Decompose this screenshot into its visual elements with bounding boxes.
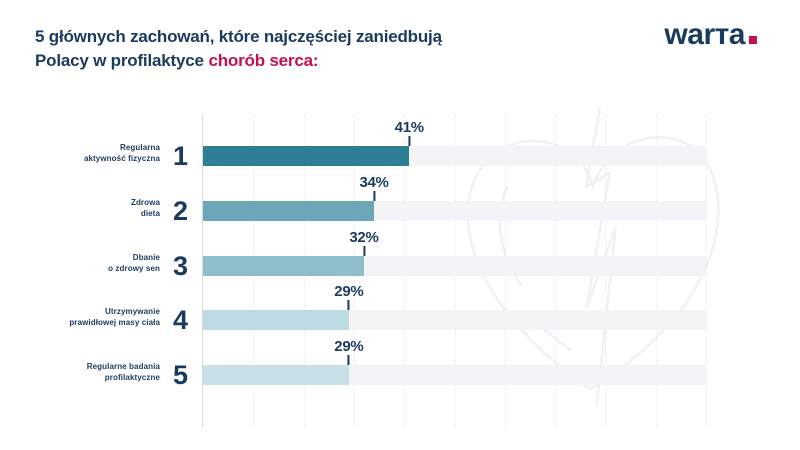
title-line-2-prefix: Polacy w profilaktyce — [35, 51, 204, 71]
bar-chart-plot: 41% 34% 32% 29% 29% — [202, 115, 707, 427]
value-label: 29% — [334, 338, 364, 365]
rank-number: 1 — [172, 140, 189, 171]
value-tick-icon — [408, 136, 411, 146]
warta-logo: warта — [664, 20, 757, 50]
value-text: 29% — [334, 283, 364, 300]
value-label: 29% — [334, 283, 364, 310]
bar-track — [203, 201, 706, 221]
value-text: 32% — [349, 229, 379, 246]
logo-dot-icon — [749, 36, 757, 44]
value-label: 34% — [359, 174, 389, 201]
category-label: Dbanie o zdrowy sen — [108, 253, 160, 274]
value-tick-icon — [347, 300, 350, 310]
value-tick-icon — [373, 191, 376, 201]
bar-track — [203, 310, 706, 330]
bar-fill — [203, 365, 349, 385]
bar-fill — [203, 310, 349, 330]
bar-fill — [203, 201, 375, 221]
bar-track — [203, 365, 706, 385]
rank-number: 3 — [172, 250, 189, 281]
bar-fill — [203, 146, 410, 166]
bar-track — [203, 256, 706, 276]
bar-track — [203, 146, 706, 166]
value-tick-icon — [347, 355, 350, 365]
value-text: 34% — [359, 174, 389, 191]
category-label: Regularna aktywność fizyczna — [83, 143, 160, 164]
value-tick-icon — [362, 246, 365, 256]
rank-number: 4 — [172, 304, 189, 335]
category-label: Regularne badania profilaktyczne — [86, 362, 160, 383]
category-label: Utrzymywanie prawidłowej masy ciała — [69, 307, 160, 328]
value-text: 41% — [394, 119, 424, 136]
bar-fill — [203, 256, 364, 276]
gridline — [706, 115, 707, 427]
value-text: 29% — [334, 338, 364, 355]
rank-number: 5 — [172, 359, 189, 390]
category-label: Zdrowa dieta — [130, 198, 160, 219]
title-line-2: Polacy w profilaktyce chorób serca: — [35, 49, 442, 73]
value-label: 41% — [395, 119, 424, 146]
logo-text: warта — [664, 18, 745, 51]
value-label: 32% — [349, 229, 379, 256]
page-title: 5 głównych zachowań, które najczęściej z… — [35, 25, 442, 73]
title-line-1: 5 głównych zachowań, które najczęściej z… — [35, 27, 442, 46]
rank-number: 2 — [172, 195, 189, 226]
title-highlight: chorób serca: — [208, 51, 319, 71]
